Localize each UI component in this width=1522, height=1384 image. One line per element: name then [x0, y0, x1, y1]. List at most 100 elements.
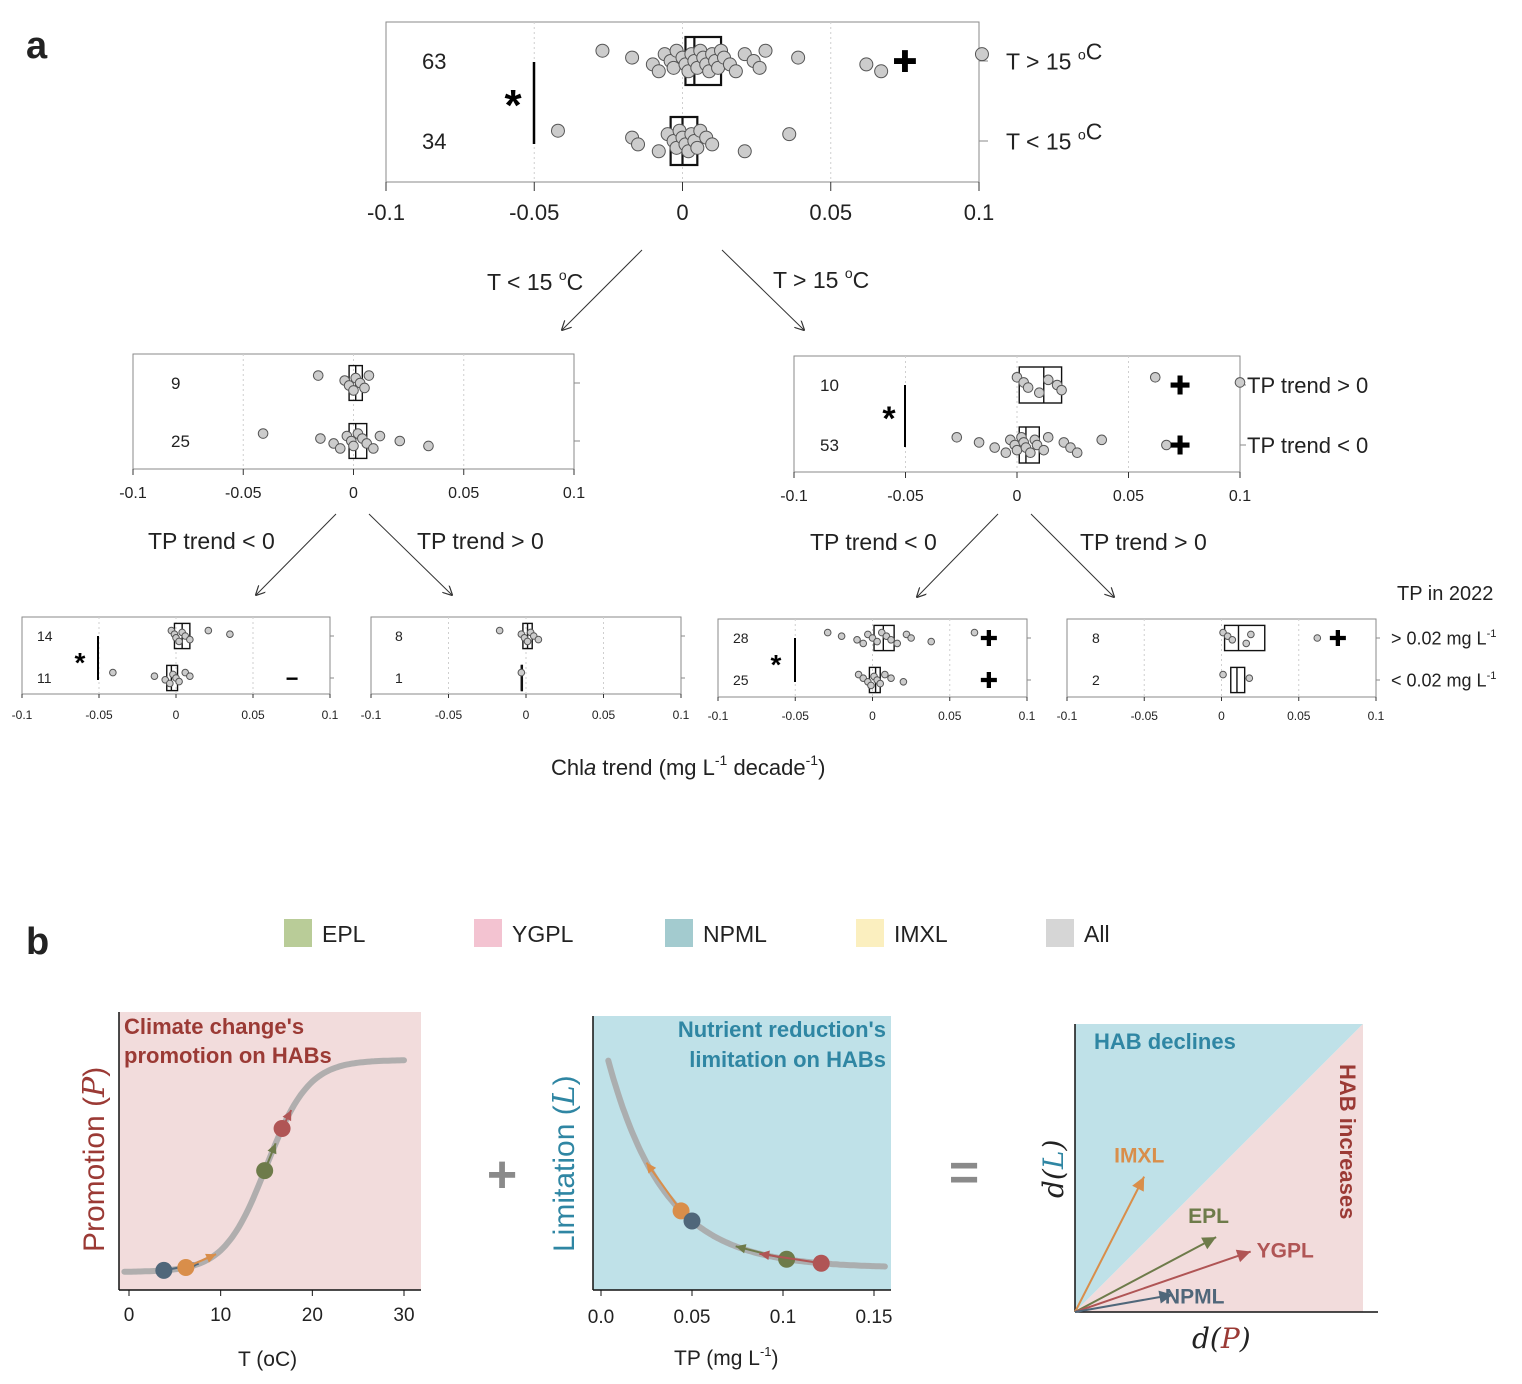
row-label: > 0.02 mg L-1 — [1391, 628, 1497, 649]
data-point — [204, 626, 213, 635]
x-tick-label: 0.15 — [856, 1307, 893, 1328]
data-point — [758, 43, 773, 58]
tp-2022-heading: TP in 2022 — [1397, 583, 1493, 605]
tree-label-midleft-right: TP trend > 0 — [417, 528, 544, 554]
vector-head-imxl — [1132, 1176, 1145, 1192]
data-point — [666, 60, 681, 75]
data-point — [175, 637, 183, 646]
x-axis-title-mid2: decade — [727, 755, 805, 780]
data-point — [899, 678, 908, 686]
tree-arrow-midright-left — [917, 513, 999, 597]
trend-marker: ✚ — [892, 46, 917, 79]
data-point — [853, 636, 861, 644]
data-point — [175, 677, 183, 686]
data-point — [394, 435, 406, 447]
x-axis-title-pre: Chl — [551, 755, 584, 780]
x-tick-label: -0.1 — [1057, 709, 1078, 723]
data-point — [927, 637, 936, 646]
data-point — [1042, 431, 1054, 443]
row-label-sup: o — [1078, 128, 1086, 144]
x-tick-label: 10 — [210, 1305, 231, 1326]
group-count: 28 — [733, 630, 749, 646]
data-point — [752, 60, 767, 75]
x-tick-label: -0.05 — [887, 488, 924, 505]
trend-marker: ✚ — [1169, 370, 1191, 400]
box — [1230, 666, 1246, 694]
x-tick-label: 0.05 — [448, 485, 479, 502]
trend-marker: − — [286, 666, 299, 691]
significance-star: * — [771, 649, 782, 680]
data-point — [595, 43, 610, 58]
vector-head-ygpl — [1235, 1249, 1251, 1263]
x-tick-label: 0.1 — [673, 708, 690, 722]
trend-marker: ✚ — [1329, 626, 1347, 651]
legend-swatch — [665, 919, 693, 947]
x-tick-label: 20 — [302, 1305, 323, 1326]
legend-swatch — [1046, 919, 1074, 947]
data-point — [1038, 444, 1050, 456]
data-point — [1149, 371, 1161, 383]
boxplot-a-bottom-1: -0.1 -0.05 0 0.05 0.1 14 11 − * — [12, 616, 339, 722]
data-point — [368, 443, 379, 454]
trend-marker: ✚ — [980, 668, 998, 693]
tree-label-top-left: T < 15 oC — [487, 267, 583, 295]
row-label: T < 15 oC — [1006, 119, 1102, 155]
legend-swatch — [474, 919, 502, 947]
data-point — [1245, 674, 1254, 683]
data-point — [907, 634, 915, 642]
data-point — [186, 672, 194, 681]
boxplot-a-mid-right: -0.1 -0.05 0 0.05 0.1 10 ✚ TP trend > 0 53 ✚ TP tr… — [780, 355, 1368, 505]
row-label-part: T > 15 — [1006, 48, 1078, 74]
x-tick-label: 0.1 — [322, 708, 339, 722]
data-point — [989, 442, 1001, 453]
boxplot-a-bottom-4: -0.1 -0.05 0 0.05 0.18 ✚ > 0.02 mg L-12 < 0.02 … — [1057, 618, 1497, 723]
point-imxl — [177, 1258, 195, 1276]
panel-b: 0 10 20 30 Climate change's promotion on HABs… — [77, 1012, 1378, 1371]
tree-arrow-top-right — [721, 249, 804, 330]
data-point — [876, 679, 885, 688]
promotion-x-label: T (oC) — [238, 1348, 297, 1371]
data-point — [109, 668, 117, 677]
trend-marker: ✚ — [980, 626, 998, 651]
x-tick-label: 30 — [393, 1305, 414, 1326]
data-point — [651, 64, 666, 79]
legend-item-all: All — [1046, 919, 1110, 947]
group-count: 34 — [422, 129, 446, 154]
y-label-close: ) — [1037, 1140, 1070, 1152]
x-tick-label: 0 — [523, 708, 530, 722]
boxplot-a-bottom-2: -0.1 -0.05 0 0.05 0.1 8 1 — [361, 616, 690, 722]
x-tick-label: -0.05 — [509, 200, 559, 225]
data-point — [348, 385, 359, 396]
x-tick-label: 0.05 — [674, 1307, 711, 1328]
x-tick-label: -0.05 — [225, 485, 262, 502]
panel-b-label: b — [26, 921, 49, 963]
x-tick-label: 0 — [869, 709, 876, 723]
tree-label-top-right: T > 15 oC — [773, 265, 869, 293]
data-point — [690, 140, 705, 155]
group-count: 1 — [395, 670, 403, 686]
legend-swatch — [284, 919, 312, 947]
point-ygpl — [273, 1120, 291, 1138]
limitation-y-label: Limitation (L) — [547, 1075, 582, 1252]
limitation-title: Nutrient reduction's limitation on HABs — [678, 1017, 886, 1072]
group-count: 53 — [820, 436, 839, 455]
data-point — [893, 639, 902, 648]
row-label-sup: -1 — [1487, 670, 1497, 682]
row-label-sup: -1 — [1487, 628, 1497, 640]
row-label-part: > 0.02 mg L — [1391, 628, 1487, 648]
data-point — [1000, 447, 1012, 459]
limitation-chart: 0.0 0.05 0.1 0.15 Nutrient reduction's limita… — [547, 1016, 892, 1370]
vector-ygpl — [1074, 1250, 1252, 1313]
arrow-head-epl — [267, 1143, 277, 1155]
data-point — [1234, 377, 1246, 388]
group-count: 63 — [422, 49, 446, 74]
significance-star: * — [882, 400, 896, 438]
data-point — [1161, 439, 1172, 451]
promotion-x-label-part: T (oC) — [238, 1348, 297, 1371]
x-tick-label: -0.05 — [1131, 709, 1159, 723]
legend-label: All — [1084, 921, 1110, 947]
legend-item-imxl: IMXL — [856, 919, 948, 947]
